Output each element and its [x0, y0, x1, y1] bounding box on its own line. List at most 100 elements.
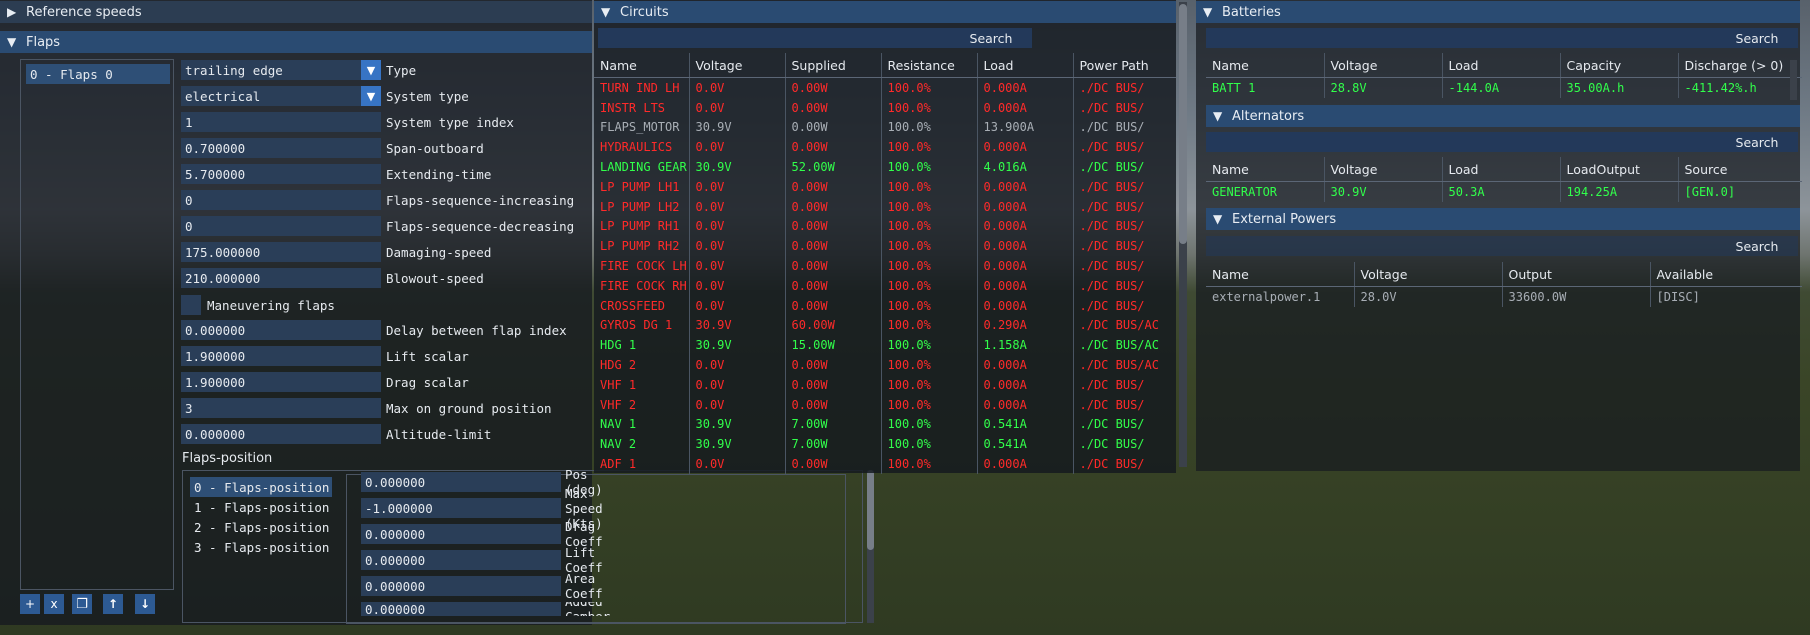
span-outboard-input[interactable]: 0.700000: [181, 138, 381, 158]
column-header[interactable]: Voltage: [688, 53, 785, 78]
system-type-index-input[interactable]: 1: [181, 112, 381, 132]
flaps-sequence-increasing-input[interactable]: 0: [181, 190, 381, 210]
column-header[interactable]: Name: [1206, 157, 1324, 182]
column-header[interactable]: Supplied: [784, 53, 881, 78]
circuit-row[interactable]: LP PUMP RH1 0.0V 0.00W 100.0% 0.000A ./DC BUS…: [594, 216, 1176, 237]
expanded-triangle-icon: ▼: [1213, 109, 1223, 123]
added-camber-input[interactable]: 0.000000: [361, 602, 561, 616]
column-header[interactable]: Voltage: [1323, 53, 1442, 78]
batteries-search-input[interactable]: Search: [1206, 28, 1798, 48]
reference-speeds-header[interactable]: ▶ Reference speeds: [0, 1, 592, 23]
circuit-row[interactable]: TURN IND LH 0.0V 0.00W 100.0% 0.000A ./DC BUS…: [594, 77, 1176, 98]
circuit-row[interactable]: LANDING GEAR 30.9V 52.00W 100.0% 4.016A ./DC …: [594, 157, 1176, 177]
flaps-header[interactable]: ▼ Flaps: [0, 31, 592, 53]
system-type-select[interactable]: electrical: [181, 86, 361, 106]
circuit-row[interactable]: VHF 2 0.0V 0.00W 100.0% 0.000A ./DC BUS/: [594, 394, 1176, 415]
flaps-sequence-decreasing-input[interactable]: 0: [181, 216, 381, 236]
circuit-row[interactable]: HYDRAULICS 0.0V 0.00W 100.0% 0.000A ./DC BUS/: [594, 137, 1176, 158]
table-cell: 100.0%: [880, 434, 977, 455]
table-cell: 0.0V: [688, 275, 785, 296]
max-speed-input[interactable]: -1.000000: [361, 498, 561, 518]
column-header[interactable]: Name: [1206, 262, 1354, 287]
circuit-row[interactable]: NAV 2 30.9V 7.00W 100.0% 0.541A ./DC BUS/: [594, 434, 1176, 455]
column-header[interactable]: Power Path: [1072, 53, 1176, 78]
flaps-editor-panel: ▶ Reference speeds ▼ Flaps 0 - Flaps 0 t…: [0, 0, 874, 625]
right-panel-scrollbar[interactable]: [1790, 60, 1797, 100]
circuit-row[interactable]: VHF 1 0.0V 0.00W 100.0% 0.000A ./DC BUS/: [594, 374, 1176, 395]
alternators-header[interactable]: ▼ Alternators: [1206, 105, 1800, 127]
column-header[interactable]: Output: [1501, 262, 1650, 287]
move-up-icon[interactable]: ↑: [103, 594, 123, 614]
lift-coeff-input[interactable]: 0.000000: [361, 550, 561, 570]
max-on-ground-position-input[interactable]: 3: [181, 398, 381, 418]
column-header[interactable]: Name: [594, 53, 689, 78]
circuit-row[interactable]: FIRE COCK RH 0.0V 0.00W 100.0% 0.000A ./DC BU…: [594, 275, 1176, 296]
move-down-icon[interactable]: ↓: [135, 594, 155, 614]
column-header[interactable]: Load: [1441, 157, 1560, 182]
system-type-dropdown-arrow-icon[interactable]: ▼: [361, 86, 381, 106]
drag-coeff-input[interactable]: 0.000000: [361, 524, 561, 544]
table-cell: 0.000A: [976, 454, 1073, 474]
column-header[interactable]: Capacity: [1559, 53, 1678, 78]
add-button[interactable]: +: [20, 594, 40, 614]
column-header[interactable]: Load: [1441, 53, 1560, 78]
delay-between-flap-index-input[interactable]: 0.000000: [181, 320, 381, 340]
column-header[interactable]: Name: [1206, 53, 1324, 78]
circuit-row[interactable]: CROSSFEED 0.0V 0.00W 100.0% 0.000A ./DC BUS/: [594, 295, 1176, 316]
drag-scalar-input[interactable]: 1.900000: [181, 372, 381, 392]
column-header[interactable]: Available: [1649, 262, 1802, 287]
remove-button[interactable]: x: [44, 594, 64, 614]
area-coeff-input[interactable]: 0.000000: [361, 576, 561, 596]
flaps-position-item[interactable]: 1 - Flaps-position: [194, 499, 330, 515]
circuit-row[interactable]: LP PUMP LH2 0.0V 0.00W 100.0% 0.000A ./DC BUS…: [594, 196, 1176, 217]
circuits-header[interactable]: ▼ Circuits: [594, 1, 1176, 23]
external-power-row[interactable]: externalpower.1 28.0V 33600.0W [DISC]: [1206, 286, 1802, 307]
table-cell: [GEN.0]: [1677, 181, 1802, 202]
table-cell: 0.000A: [976, 256, 1073, 276]
column-header[interactable]: Discharge (> 0): [1677, 53, 1802, 78]
alternators-rows: GENERATOR 30.9V 50.3A 194.25A [GEN.0]: [1206, 181, 1802, 202]
circuits-search-input[interactable]: Search: [598, 28, 1032, 48]
lift-scalar-input[interactable]: 1.900000: [181, 346, 381, 366]
extending-time-input[interactable]: 5.700000: [181, 164, 381, 184]
column-header[interactable]: Source: [1677, 157, 1802, 182]
flaps-list-item[interactable]: 0 - Flaps 0: [26, 64, 170, 84]
damaging-speed-input[interactable]: 175.000000: [181, 242, 381, 262]
search-label: Search: [969, 30, 1013, 46]
column-header[interactable]: LoadOutput: [1559, 157, 1678, 182]
circuit-row[interactable]: NAV 1 30.9V 7.00W 100.0% 0.541A ./DC BUS/: [594, 414, 1176, 435]
pos-deg-input[interactable]: 0.000000: [361, 472, 561, 492]
type-select[interactable]: trailing edge: [181, 60, 361, 80]
circuit-row[interactable]: HDG 2 0.0V 0.00W 100.0% 0.000A ./DC BUS/AC: [594, 355, 1176, 375]
external-powers-search-input[interactable]: Search: [1206, 236, 1798, 256]
flaps-position-item[interactable]: 0 - Flaps-position: [190, 477, 332, 497]
circuits-scroll-thumb[interactable]: [1179, 4, 1187, 244]
table-cell: 0.0V: [688, 216, 785, 237]
flaps-position-item[interactable]: 3 - Flaps-position: [194, 539, 330, 555]
alternator-row[interactable]: GENERATOR 30.9V 50.3A 194.25A [GEN.0]: [1206, 181, 1802, 202]
circuit-row[interactable]: GYROS DG 1 30.9V 60.00W 100.0% 0.290A ./DC BU…: [594, 315, 1176, 336]
battery-row[interactable]: BATT 1 28.8V -144.0A 35.00A.h -411.42%.h: [1206, 77, 1802, 98]
column-header[interactable]: Resistance: [880, 53, 977, 78]
left-panel-scroll-thumb[interactable]: [867, 470, 874, 550]
batteries-header[interactable]: ▼ Batteries: [1196, 1, 1800, 23]
circuit-row[interactable]: FIRE COCK LH 0.0V 0.00W 100.0% 0.000A ./DC BU…: [594, 256, 1176, 276]
copy-icon[interactable]: ❐: [72, 594, 92, 614]
circuit-row[interactable]: ADF 1 0.0V 0.00W 100.0% 0.000A ./DC BUS/: [594, 454, 1176, 474]
alternators-search-input[interactable]: Search: [1206, 132, 1798, 152]
altitude-limit-input[interactable]: 0.000000: [181, 424, 381, 444]
circuit-row[interactable]: LP PUMP LH1 0.0V 0.00W 100.0% 0.000A ./DC BUS…: [594, 176, 1176, 197]
column-header[interactable]: Voltage: [1353, 262, 1502, 287]
circuit-row[interactable]: FLAPS_MOTOR 30.9V 0.00W 100.0% 13.900A ./DC B…: [594, 117, 1176, 138]
column-header[interactable]: Load: [976, 53, 1073, 78]
type-dropdown-arrow-icon[interactable]: ▼: [361, 60, 381, 80]
external-powers-header[interactable]: ▼ External Powers: [1206, 208, 1800, 230]
maneuvering-flaps-checkbox[interactable]: [181, 295, 201, 315]
table-cell: 0.00W: [784, 137, 881, 158]
blowout-speed-input[interactable]: 210.000000: [181, 268, 381, 288]
circuit-row[interactable]: LP PUMP RH2 0.0V 0.00W 100.0% 0.000A ./DC BUS…: [594, 236, 1176, 257]
circuit-row[interactable]: INSTR LTS 0.0V 0.00W 100.0% 0.000A ./DC BUS/: [594, 97, 1176, 118]
circuit-row[interactable]: HDG 1 30.9V 15.00W 100.0% 1.158A ./DC BUS/AC: [594, 335, 1176, 356]
flaps-position-item[interactable]: 2 - Flaps-position: [194, 519, 330, 535]
column-header[interactable]: Voltage: [1323, 157, 1442, 182]
